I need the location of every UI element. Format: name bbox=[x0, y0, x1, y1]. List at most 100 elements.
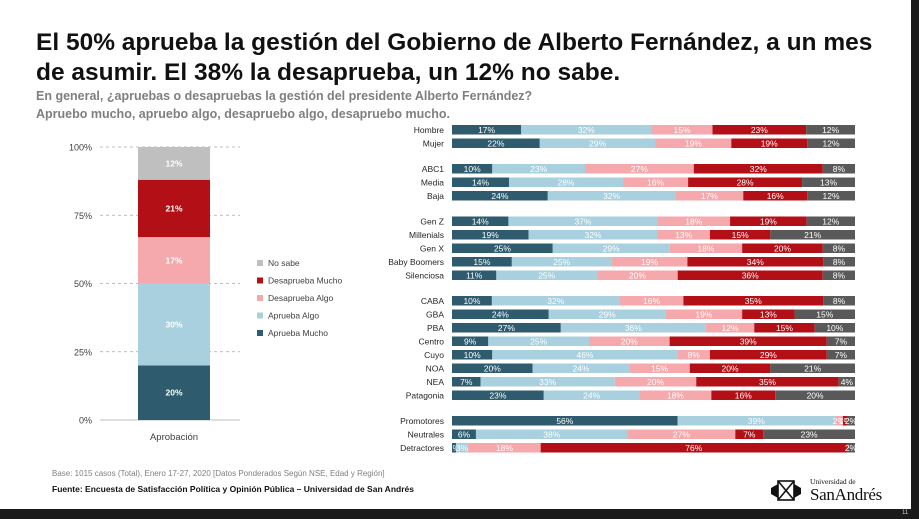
segment-gen-z-desaprueba-mucho bbox=[730, 216, 807, 226]
segment-value-label: 19% bbox=[685, 138, 702, 148]
segment-abc1-aprueba-mucho bbox=[452, 164, 493, 174]
segment-value-label: 7% bbox=[743, 429, 756, 439]
segment-value-label: 20% bbox=[629, 270, 646, 280]
segment-mujer-desaprueba-algo bbox=[655, 138, 732, 148]
segment-value-label: 17% bbox=[701, 191, 718, 201]
segment-noa-aprueba-mucho bbox=[452, 363, 533, 373]
row-label-promotores: Promotores bbox=[400, 416, 444, 426]
segments-chart: Hombre 17% 32% 15% 23% 12% Mujer 22% 29% 19% 19% 12… bbox=[388, 125, 857, 453]
segment-neutrales-no-sabe bbox=[763, 429, 855, 439]
segment-value-label: 25% bbox=[538, 270, 555, 280]
segment-baby-boomers-aprueba-algo bbox=[511, 257, 612, 267]
segment-value-label: 7% bbox=[835, 336, 848, 346]
segment-cuyo-aprueba-algo bbox=[492, 350, 678, 360]
x-category-label: Aprobación bbox=[150, 432, 198, 443]
segment-value-label: 36% bbox=[742, 270, 759, 280]
y-tick-label: 0% bbox=[79, 416, 92, 426]
segment-centro-aprueba-mucho bbox=[452, 336, 489, 346]
segment-abc1-no-sabe bbox=[822, 164, 855, 174]
segment-baja-desaprueba-algo bbox=[675, 191, 744, 201]
segment-promotores-desaprueba-mucho bbox=[842, 416, 847, 426]
segment-value-label: 19% bbox=[761, 138, 778, 148]
segment-noa-aprueba-algo bbox=[532, 363, 630, 373]
segment-value-label: 3% bbox=[456, 443, 469, 453]
segment-millenials-desaprueba-algo bbox=[657, 230, 710, 240]
segment-value-label: 10% bbox=[463, 296, 480, 306]
page-number: 11 bbox=[902, 510, 909, 516]
y-tick-label: 50% bbox=[74, 279, 92, 289]
row-label-silenciosa: Silenciosa bbox=[405, 271, 444, 281]
segment-gen-x-aprueba-mucho bbox=[452, 243, 553, 253]
segment-millenials-desaprueba-mucho bbox=[709, 230, 771, 240]
segment-value-label: 9% bbox=[464, 336, 477, 346]
segment-mujer-no-sabe bbox=[807, 138, 855, 148]
segment-value-label: 12% bbox=[823, 191, 840, 201]
segment-value-label: 8% bbox=[833, 296, 846, 306]
legend-swatch-desaprueba-algo bbox=[257, 295, 263, 301]
segment-detractores-aprueba-algo bbox=[456, 443, 469, 453]
segment-noa-no-sabe bbox=[770, 363, 855, 373]
bar-value-label: 21% bbox=[165, 203, 182, 213]
segment-nea-desaprueba-algo bbox=[614, 377, 697, 387]
row-label-patagonia: Patagonia bbox=[406, 391, 445, 401]
segment-detractores-desaprueba-algo bbox=[468, 443, 541, 453]
bar-segment-aprueba-algo bbox=[138, 283, 210, 366]
base-note: Base: 1015 casos (Total), Enero 17-27, 2… bbox=[52, 469, 385, 478]
legend-label-no-sabe: No sabe bbox=[268, 258, 300, 268]
question-text: En general, ¿apruebas o desapruebas la g… bbox=[36, 87, 532, 123]
segment-value-label: 23% bbox=[801, 429, 818, 439]
segment-baby-boomers-desaprueba-algo bbox=[611, 257, 688, 267]
row-label-baja: Baja bbox=[427, 191, 444, 201]
segment-value-label: 20% bbox=[621, 336, 638, 346]
segment-value-label: 28% bbox=[737, 177, 754, 187]
segment-value-label: 20% bbox=[807, 390, 824, 400]
segment-value-label: 8% bbox=[833, 164, 846, 174]
segment-value-label: 15% bbox=[732, 230, 749, 240]
segment-value-label: 29% bbox=[603, 243, 620, 253]
segment-value-label: 76% bbox=[685, 443, 702, 453]
segment-centro-no-sabe bbox=[826, 336, 855, 346]
segment-value-label: 12% bbox=[722, 323, 739, 333]
segment-value-label: 46% bbox=[576, 350, 593, 360]
row-label-millenials: Millenials bbox=[409, 230, 444, 240]
segment-value-label: 21% bbox=[804, 363, 821, 373]
segment-silenciosa-desaprueba-algo bbox=[597, 270, 678, 280]
segment-value-label: 37% bbox=[574, 216, 591, 226]
segment-value-label: 13% bbox=[760, 309, 777, 319]
y-tick-label: 100% bbox=[69, 143, 92, 153]
segment-value-label: 23% bbox=[530, 164, 547, 174]
segment-gen-x-no-sabe bbox=[822, 243, 855, 253]
segment-value-label: 56% bbox=[556, 416, 573, 426]
segment-value-label: 15% bbox=[816, 309, 833, 319]
segment-value-label: 18% bbox=[685, 216, 702, 226]
bar-segment-no-sabe bbox=[138, 147, 210, 180]
segment-abc1-desaprueba-algo bbox=[584, 164, 694, 174]
segment-value-label: 16% bbox=[643, 296, 660, 306]
segment-pba-aprueba-algo bbox=[560, 323, 706, 333]
segment-value-label: 12% bbox=[822, 125, 839, 135]
segment-silenciosa-desaprueba-mucho bbox=[677, 270, 823, 280]
university-logo: Universidad de SanAndrés bbox=[770, 477, 895, 504]
segment-gen-z-desaprueba-algo bbox=[657, 216, 731, 226]
segment-value-label: 34% bbox=[747, 257, 764, 267]
segment-value-label: 36% bbox=[625, 323, 642, 333]
segment-media-desaprueba-algo bbox=[622, 177, 689, 187]
segment-value-label: 2% bbox=[833, 416, 846, 426]
legend-swatch-aprueba-algo bbox=[257, 312, 263, 319]
segment-cuyo-desaprueba-algo bbox=[677, 350, 710, 360]
segment-caba-desaprueba-algo bbox=[619, 296, 684, 306]
segment-noa-desaprueba-algo bbox=[629, 363, 690, 373]
segment-detractores-desaprueba-mucho bbox=[540, 443, 847, 453]
segment-baja-aprueba-algo bbox=[547, 191, 676, 201]
segment-value-label: 32% bbox=[603, 191, 620, 201]
segment-value-label: 21% bbox=[804, 230, 821, 240]
segment-value-label: 1% bbox=[448, 443, 461, 453]
segment-hombre-no-sabe bbox=[806, 125, 855, 135]
bar-value-label: 12% bbox=[165, 158, 182, 168]
segment-value-label: 10% bbox=[826, 323, 843, 333]
segment-neutrales-desaprueba-algo bbox=[627, 429, 736, 439]
segment-value-label: 33% bbox=[539, 377, 556, 387]
segment-nea-aprueba-mucho bbox=[452, 377, 481, 387]
charts-canvas: 0%25%50%75%100%20%30%17%21%12%Aprobación… bbox=[68, 124, 857, 453]
row-label-media: Media bbox=[421, 178, 444, 188]
